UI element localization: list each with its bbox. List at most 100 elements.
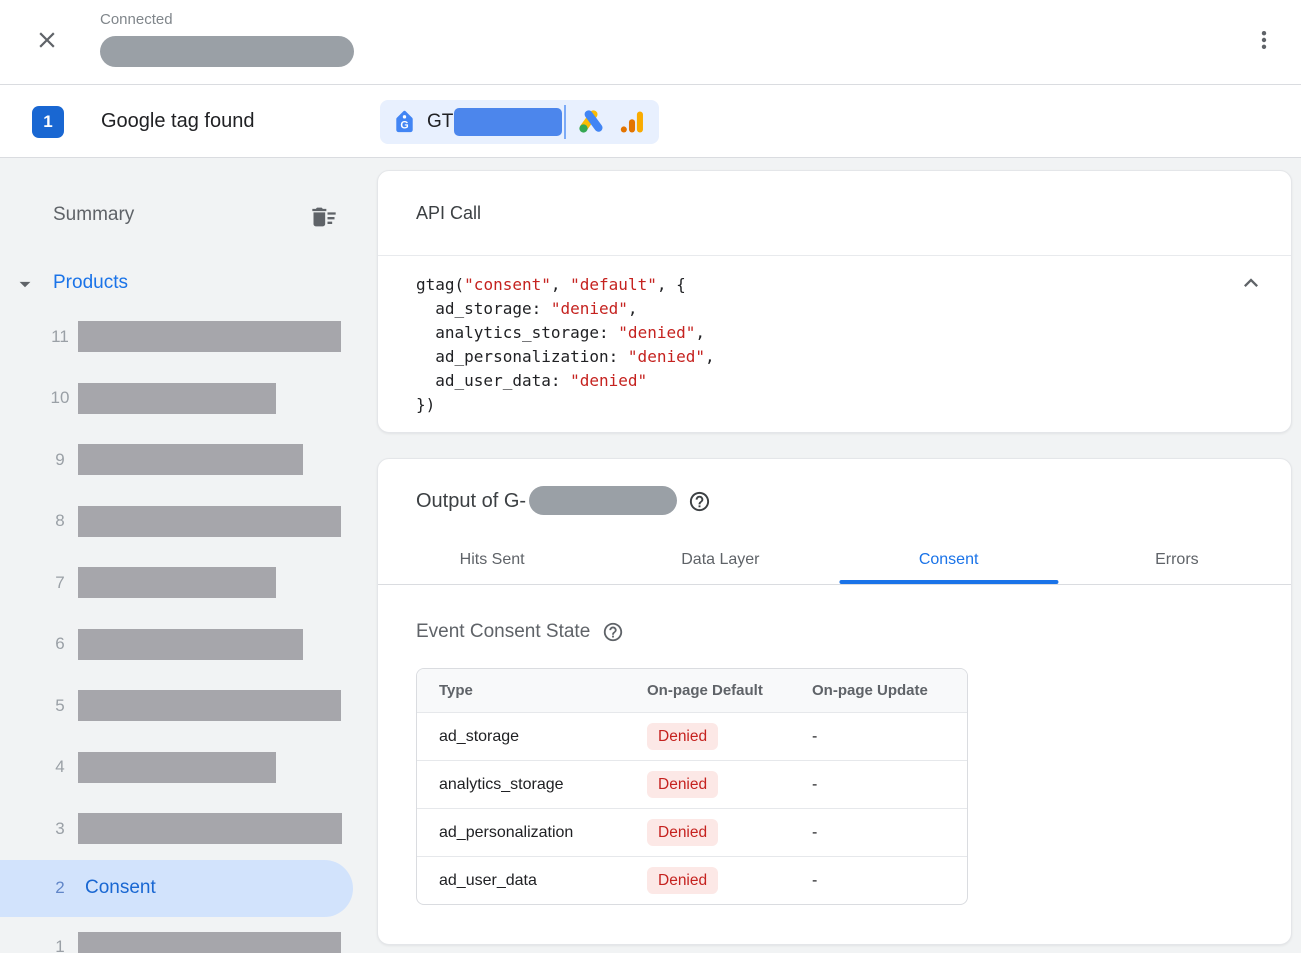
consent-panel: Event Consent State Type On-page Default O…: [378, 585, 1291, 905]
connection-status: Connected: [100, 11, 354, 67]
output-header: Output of G-: [378, 459, 1291, 536]
connection-status-label: Connected: [100, 11, 173, 28]
code-line: ad_storage: "denied",: [416, 299, 638, 318]
product-item-number: 9: [55, 449, 65, 469]
denied-badge: Denied: [647, 771, 719, 798]
tab-errors[interactable]: Errors: [1155, 551, 1199, 568]
sidebar-item-7[interactable]: 7: [0, 552, 377, 614]
arrow-drop-down-icon: [12, 271, 38, 297]
google-tag-found-title: Google tag found: [101, 110, 255, 132]
sidebar-item-8[interactable]: 8: [0, 491, 377, 553]
collapse-button[interactable]: [1237, 269, 1265, 297]
product-item-number: 4: [55, 757, 65, 777]
sidebar-item-9[interactable]: 9: [0, 429, 377, 491]
code-line: ad_personalization: "denied",: [416, 347, 715, 366]
product-item-number: 10: [50, 388, 70, 408]
consent-type: ad_personalization: [439, 823, 574, 841]
product-item-redacted: [78, 505, 341, 537]
column-header: On-page Default: [647, 682, 763, 699]
top-bar: Connected: [0, 0, 1301, 85]
tab-data-layer[interactable]: Data Layer: [681, 551, 760, 568]
sidebar-item-4[interactable]: 4: [0, 737, 377, 799]
products-toggle[interactable]: Products: [0, 271, 377, 297]
table-row: ad_personalization Denied -: [417, 808, 967, 856]
table-row: ad_user_data Denied -: [417, 856, 967, 904]
tab-consent[interactable]: Consent: [835, 536, 1063, 584]
column-header: Type: [439, 682, 473, 699]
product-item-redacted: [78, 382, 276, 414]
help-icon: [688, 490, 711, 513]
output-card: Output of G- Hits Sent Data Layer Consent E…: [377, 458, 1292, 945]
product-item-number: 5: [55, 695, 65, 715]
product-item-redacted: [78, 690, 341, 722]
sidebar-item-summary[interactable]: Summary: [53, 204, 135, 225]
product-item-number: 6: [55, 634, 65, 654]
consent-type: analytics_storage: [439, 775, 564, 793]
sidebar-item-11[interactable]: 11: [0, 306, 377, 368]
table-header-row: Type On-page Default On-page Update: [417, 669, 967, 712]
product-item-number: 11: [51, 326, 69, 346]
code-line: }): [416, 395, 436, 414]
summary-row: Summary: [0, 202, 377, 232]
api-call-header: API Call: [378, 171, 1291, 256]
output-help-button[interactable]: [687, 489, 711, 513]
section-title-row: Event Consent State: [416, 621, 1253, 643]
sidebar-item-3[interactable]: 3: [0, 798, 377, 860]
consent-default: Denied: [647, 723, 812, 750]
more-options-button[interactable]: [1251, 27, 1277, 53]
code-line: ad_user_data: "denied": [416, 371, 648, 390]
google-tag-bar: 1 Google tag found G GT: [0, 86, 1301, 158]
main-area: Summary Products 11 10 9 8 7 6 5 4 3 2 Consent 1 AP…: [0, 158, 1301, 953]
consent-update: -: [812, 823, 818, 841]
measurement-id-redacted: [529, 486, 678, 515]
consent-type: ad_user_data: [439, 871, 537, 889]
denied-badge: Denied: [647, 867, 719, 894]
sidebar-item-10[interactable]: 10: [0, 368, 377, 430]
event-consent-state-title: Event Consent State: [416, 621, 591, 642]
clear-list-button[interactable]: [309, 202, 339, 232]
tag-id-redacted: [454, 108, 563, 136]
sidebar-item-6[interactable]: 6: [0, 614, 377, 676]
svg-text:G: G: [400, 119, 408, 131]
content-area: API Call gtag("consent", "default", { ad…: [377, 158, 1292, 953]
gtag-code: gtag("consent", "default", { ad_storage:…: [416, 273, 1221, 417]
google-analytics-icon: [618, 108, 646, 136]
close-button[interactable]: [33, 26, 61, 54]
product-item-redacted: [78, 567, 276, 599]
column-header: On-page Update: [812, 682, 928, 699]
chip-divider: [564, 105, 567, 139]
sidebar-item-1[interactable]: 1: [0, 917, 377, 953]
table-row: ad_storage Denied -: [417, 712, 967, 760]
api-call-card: API Call gtag("consent", "default", { ad…: [377, 170, 1292, 433]
google-ads-icon: [574, 107, 608, 137]
google-tag-chip[interactable]: G GT: [380, 100, 660, 144]
consent-default: Denied: [647, 867, 812, 894]
delete-sweep-icon: [310, 203, 338, 231]
connected-site-redacted: [100, 36, 354, 67]
consent-update: -: [812, 775, 818, 793]
denied-badge: Denied: [647, 819, 719, 846]
sidebar-item-5[interactable]: 5: [0, 675, 377, 737]
consent-help-button[interactable]: [602, 621, 624, 643]
product-item-number: 3: [55, 818, 65, 838]
product-item-redacted: [78, 444, 303, 476]
tab-hits-sent[interactable]: Hits Sent: [459, 551, 525, 568]
output-title: Output of G-: [416, 490, 527, 512]
chevron-up-icon: [1237, 269, 1265, 297]
consent-update: -: [812, 871, 818, 889]
consent-default: Denied: [647, 771, 812, 798]
api-call-code-block: gtag("consent", "default", { ad_storage:…: [378, 256, 1291, 417]
products-label: Products: [53, 272, 128, 293]
sidebar-item-consent[interactable]: 2 Consent: [0, 859, 353, 917]
product-item-number: 1: [55, 937, 65, 953]
close-icon: [34, 27, 60, 53]
code-line: analytics_storage: "denied",: [416, 323, 705, 342]
product-item-label: Consent: [85, 877, 156, 898]
product-item-redacted: [78, 628, 303, 660]
help-icon: [602, 621, 624, 643]
product-item-redacted: [78, 931, 341, 953]
product-item-number: 2: [55, 878, 65, 897]
product-item-redacted: [78, 813, 342, 845]
product-item-number: 8: [55, 511, 65, 531]
